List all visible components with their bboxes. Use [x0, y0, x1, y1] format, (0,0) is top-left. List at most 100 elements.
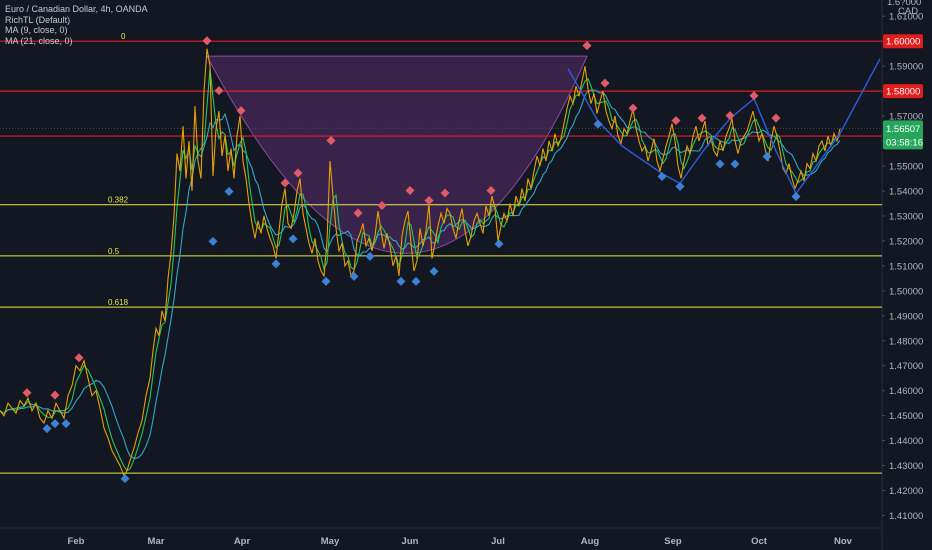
current-price-tag-value: 1.56507 [886, 124, 920, 135]
pivot-low-marker [321, 276, 331, 286]
pivot-low-marker [224, 186, 234, 196]
price-axis-tick-label: 1.49000 [889, 311, 923, 322]
time-axis-tick-label: Jun [402, 536, 419, 547]
time-axis-tick-label: Oct [751, 536, 768, 547]
pivot-high-marker [486, 185, 496, 195]
pivot-low-marker [657, 172, 667, 182]
pivot-markers-layer [22, 36, 801, 484]
pivot-low-marker [288, 234, 298, 244]
pivot-high-marker [405, 185, 415, 195]
fib-level-label: 0.618 [108, 298, 129, 307]
time-axis-tick-label: Apr [234, 536, 251, 547]
price-axis-tick-label: 1.52000 [889, 236, 923, 247]
price-axis-tick-label: 1.44000 [889, 436, 923, 447]
fib-level-label: 0 [121, 32, 126, 41]
pivot-low-marker [675, 181, 685, 191]
resistance-price-tag-label: 1.60000 [886, 37, 920, 48]
current-price-tag [883, 120, 923, 150]
pivot-high-marker [74, 353, 84, 363]
cup-pattern-layer [206, 55, 588, 254]
legend-indicator-richtl[interactable]: RichTL (Default) [5, 14, 71, 25]
pivot-high-marker [353, 208, 363, 218]
pivot-high-marker [697, 113, 707, 123]
time-axis-tick-label: Mar [148, 536, 165, 547]
pivot-high-marker [280, 178, 290, 188]
pivot-low-marker [715, 159, 725, 169]
time-axis[interactable] [0, 528, 882, 550]
price-axis-tick-label: 1.59000 [889, 62, 923, 73]
pivot-low-marker [365, 251, 375, 261]
pivot-high-marker [725, 111, 735, 121]
price-axis-tick-label: 1.55000 [889, 162, 923, 173]
time-axis-tick-label: Aug [581, 536, 600, 547]
fib-level-label: 0.382 [108, 196, 129, 205]
price-axis-tick-label: 1.53000 [889, 211, 923, 222]
legend-title: Euro / Canadian Dollar, 4h, OANDA [5, 4, 148, 14]
pivot-high-marker [671, 116, 681, 126]
pivot-high-marker [600, 78, 610, 88]
pivot-high-marker [377, 200, 387, 210]
pivot-low-marker [396, 276, 406, 286]
price-axis-tick-label: 1.57000 [889, 112, 923, 123]
zigzag-trendline [567, 58, 881, 195]
price-axis-tick-label: 1.48000 [889, 336, 923, 347]
pivot-low-marker [730, 159, 740, 169]
pivot-high-marker [749, 91, 759, 101]
pivot-high-marker [22, 388, 32, 398]
time-axis-tick-label: Jul [491, 536, 505, 547]
pivot-low-marker [791, 191, 801, 201]
pivot-low-marker [762, 152, 772, 162]
fib-level-label: 0.5 [108, 247, 120, 256]
price-axis-tick-label: 1.41000 [889, 511, 923, 522]
pivot-high-marker [293, 168, 303, 178]
price-axis-tick-label: 1.46000 [889, 386, 923, 397]
price-axis-tick-label: 1.50000 [889, 286, 923, 297]
pivot-high-marker [326, 136, 336, 146]
resistance-price-tag [883, 84, 923, 99]
time-axis-tick-label: May [321, 536, 340, 547]
pivot-low-marker [208, 236, 218, 246]
pivot-low-marker [411, 276, 421, 286]
pivot-low-marker [349, 271, 359, 281]
time-axis-tick-label: Feb [68, 536, 85, 547]
pivot-high-marker [424, 195, 434, 205]
resistance-price-tag [883, 34, 923, 49]
pivot-high-marker [50, 390, 60, 400]
price-axis-tick-label: 1.61000 [889, 12, 923, 23]
price-axis-tick-label: 1.42000 [889, 486, 923, 497]
price-axis-tick-label: 1.47000 [889, 361, 923, 372]
resistance-price-tag-label: 1.58000 [886, 87, 920, 98]
chart-legend: Euro / Canadian Dollar, 4h, OANDA RichTL… [5, 4, 148, 46]
price-series-layer [0, 48, 841, 477]
pivot-high-marker [771, 113, 781, 123]
axis-currency-label: CAD [898, 6, 918, 17]
price-axis-tick-label: 1.45000 [889, 411, 923, 422]
pivot-low-marker [593, 119, 603, 129]
price-axis-tick-label: 1.51000 [889, 261, 923, 272]
price-axis-tick-label: 1.54000 [889, 186, 923, 197]
ma-21-line [0, 89, 841, 459]
trendline-layer [567, 58, 881, 195]
legend-indicator-ma21[interactable]: MA (21, close, 0) [5, 35, 73, 46]
pivot-low-marker [61, 419, 71, 429]
pivot-low-marker [271, 259, 281, 269]
cup-pattern-shape [206, 55, 588, 254]
price-axis-tick-label: 1.43000 [889, 461, 923, 472]
pivot-high-marker [582, 41, 592, 51]
pivot-low-marker [42, 424, 52, 434]
pivot-low-marker [120, 474, 130, 484]
pivot-high-marker [236, 106, 246, 116]
price-line [0, 48, 841, 477]
time-axis-labels: Feb Mar Apr May Jun Jul Aug Sep Oct Nov [68, 536, 853, 547]
legend-indicator-ma9[interactable]: MA (9, close, 0) [5, 25, 68, 35]
pivot-low-marker [494, 239, 504, 249]
bar-countdown-label: 03:58:16 [886, 137, 923, 148]
horizontal-levels-layer: 0 0.382 0.5 0.618 [0, 32, 882, 474]
pivot-high-marker [214, 86, 224, 96]
time-axis-tick-label: Sep [664, 536, 682, 547]
pivot-high-marker [202, 36, 212, 46]
axis-top-tick: 1.6?000 [887, 0, 921, 8]
pivot-low-marker [50, 419, 60, 429]
